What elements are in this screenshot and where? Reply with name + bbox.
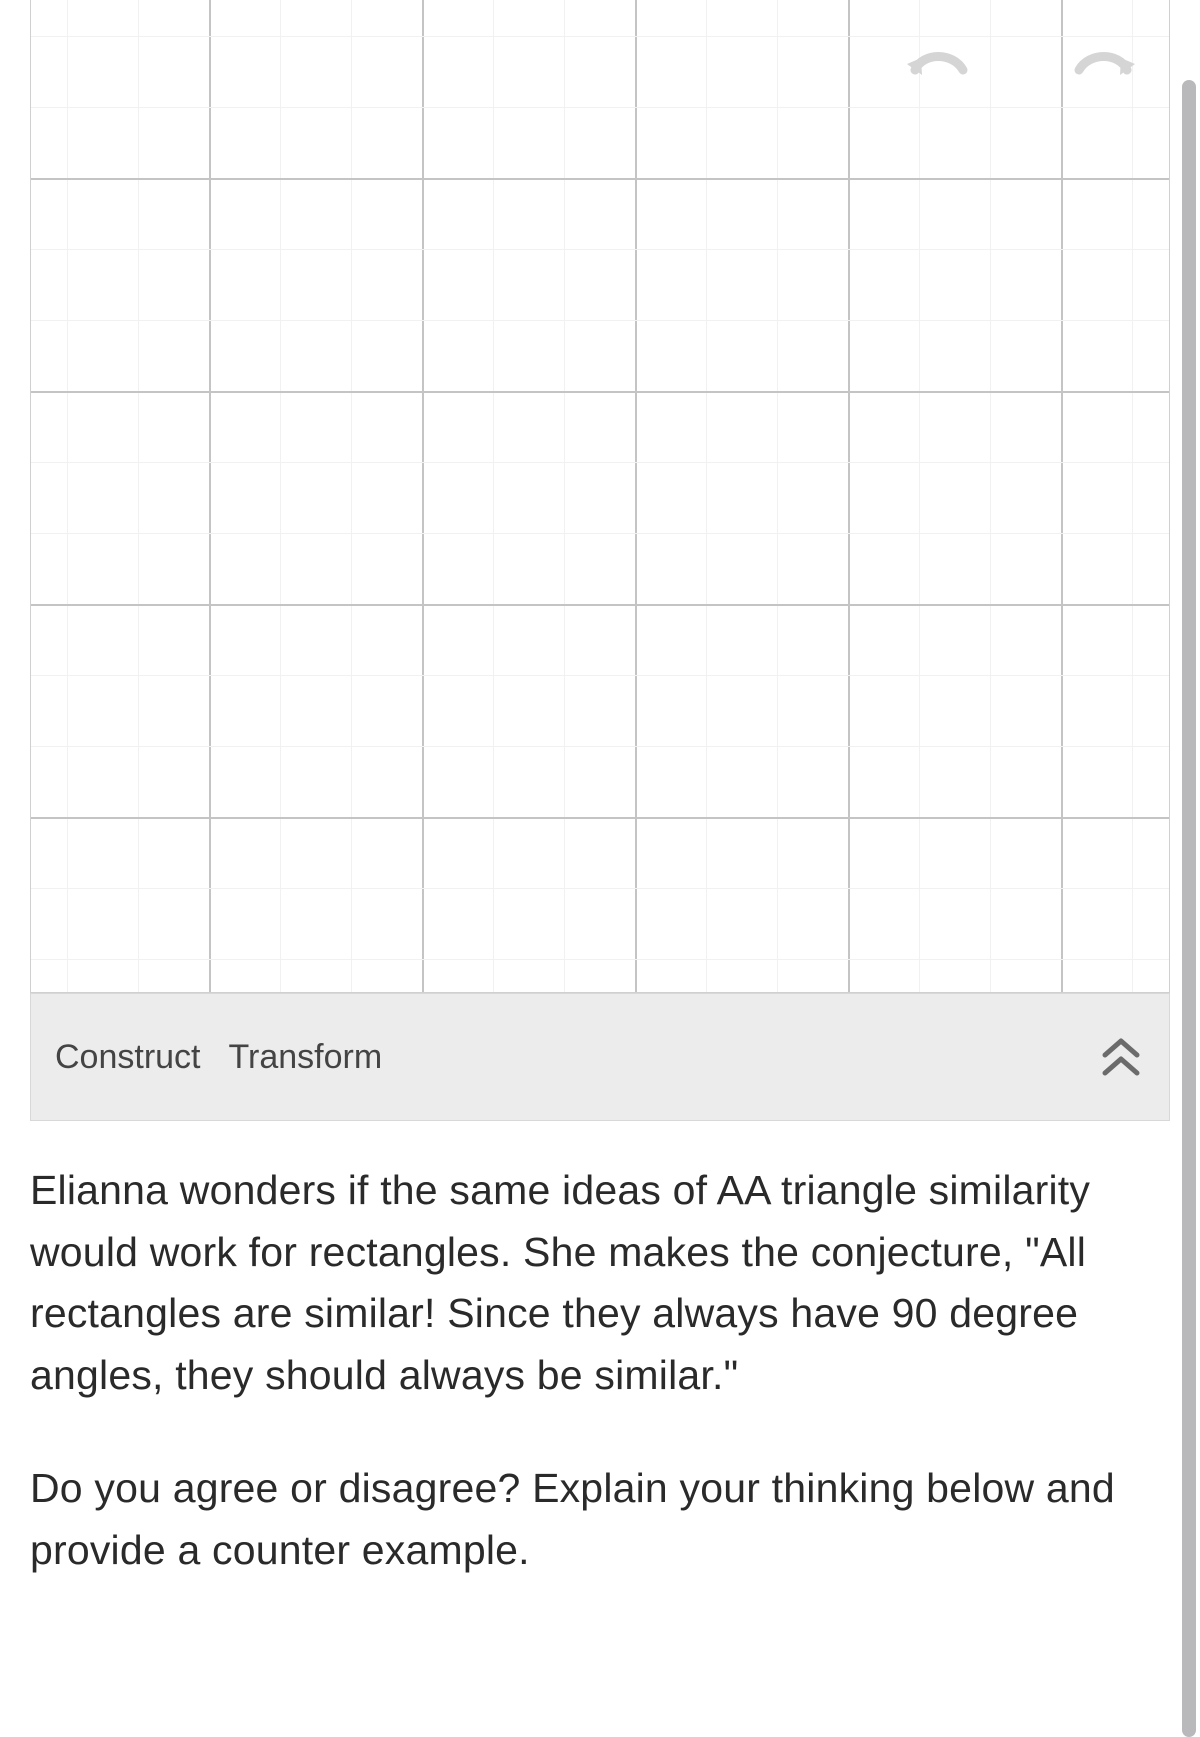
gridline-vertical-minor	[777, 0, 778, 992]
gridline-vertical-major	[1061, 0, 1063, 992]
gridline-vertical-minor	[1132, 0, 1133, 992]
gridline-horizontal-minor	[31, 320, 1169, 321]
gridline-vertical-major	[848, 0, 850, 992]
gridline-vertical-minor	[564, 0, 565, 992]
gridline-horizontal-major	[31, 178, 1169, 180]
redo-button[interactable]	[1071, 42, 1137, 87]
gridline-horizontal-minor	[31, 675, 1169, 676]
tab-transform[interactable]: Transform	[229, 1038, 383, 1077]
gridline-horizontal-minor	[31, 462, 1169, 463]
gridline-vertical-major	[635, 0, 637, 992]
gridline-horizontal-major	[31, 604, 1169, 606]
gridline-vertical-major	[209, 0, 211, 992]
expand-toolbar-button[interactable]	[1097, 1033, 1145, 1081]
gridline-horizontal-major	[31, 817, 1169, 819]
gridline-vertical-major	[422, 0, 424, 992]
gridline-horizontal-minor	[31, 888, 1169, 889]
undo-redo-group	[905, 42, 1137, 87]
geometry-canvas[interactable]	[30, 0, 1170, 993]
canvas-toolbar: Construct Transform	[30, 993, 1170, 1121]
question-content: Elianna wonders if the same ideas of AA …	[30, 1160, 1160, 1581]
redo-icon	[1071, 42, 1137, 82]
question-paragraph-2: Do you agree or disagree? Explain your t…	[30, 1458, 1160, 1581]
undo-icon	[905, 42, 971, 82]
gridline-vertical-minor	[919, 0, 920, 992]
gridline-vertical-minor	[280, 0, 281, 992]
gridline-horizontal-minor	[31, 746, 1169, 747]
gridline-vertical-minor	[138, 0, 139, 992]
gridline-horizontal-major	[31, 391, 1169, 393]
gridline-horizontal-minor	[31, 533, 1169, 534]
gridline-vertical-minor	[990, 0, 991, 992]
undo-button[interactable]	[905, 42, 971, 87]
gridline-vertical-minor	[706, 0, 707, 992]
viewport: Construct Transform Elianna wonders if t…	[0, 0, 1200, 1737]
chevron-double-up-icon	[1097, 1033, 1145, 1081]
gridline-vertical-minor	[67, 0, 68, 992]
gridline-horizontal-minor	[31, 36, 1169, 37]
vertical-scrollbar[interactable]	[1182, 80, 1196, 1737]
tab-construct[interactable]: Construct	[55, 1038, 201, 1077]
scrollbar-thumb[interactable]	[1182, 80, 1196, 1737]
gridline-horizontal-minor	[31, 959, 1169, 960]
gridline-vertical-minor	[351, 0, 352, 992]
grid	[31, 0, 1169, 992]
gridline-horizontal-minor	[31, 107, 1169, 108]
gridline-horizontal-minor	[31, 249, 1169, 250]
gridline-vertical-minor	[493, 0, 494, 992]
question-paragraph-1: Elianna wonders if the same ideas of AA …	[30, 1160, 1160, 1406]
